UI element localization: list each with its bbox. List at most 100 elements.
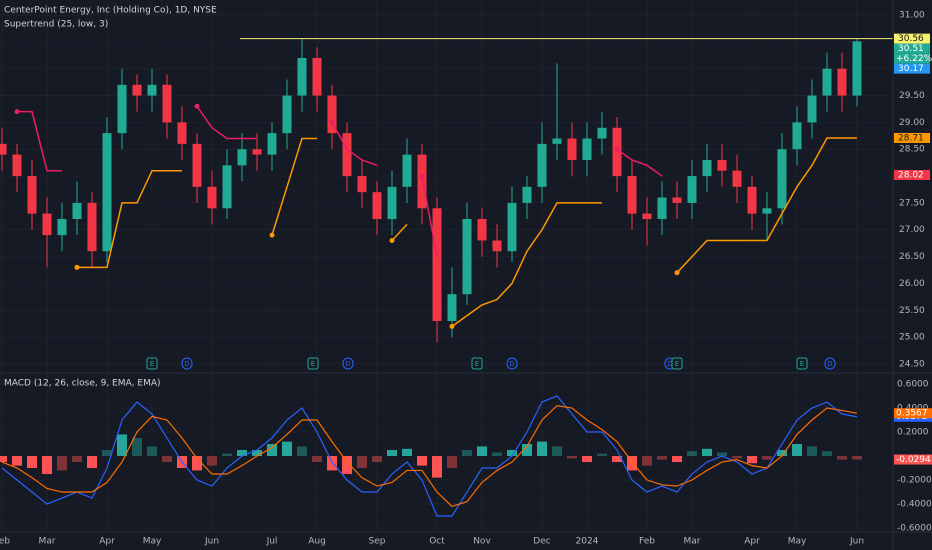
histogram-bar [402, 448, 412, 457]
histogram-bar [417, 456, 427, 466]
histogram-bar [522, 444, 532, 457]
histogram-bar [672, 456, 682, 463]
y-tick-label: 25.00 [899, 333, 925, 343]
candle-body [792, 122, 802, 150]
histogram-bar [102, 450, 112, 457]
supertrend-start [269, 232, 275, 238]
price-badge [894, 169, 930, 180]
candle-body [312, 57, 322, 96]
event-icon [342, 357, 354, 370]
event-label: D [827, 360, 832, 368]
candle-body [852, 41, 862, 96]
value-badge-label: 0.3567 [896, 409, 928, 419]
x-tick-label: Jun [849, 537, 864, 547]
supertrend-line [77, 169, 182, 269]
candle-body [252, 149, 262, 155]
histogram-bar [852, 456, 862, 460]
y-tick-label: 27.00 [899, 225, 925, 235]
candle-body [72, 202, 82, 220]
candle-body [462, 219, 472, 295]
candle-body [672, 197, 682, 203]
y-tick-label: 31.00 [899, 11, 925, 21]
supertrend-start [614, 146, 620, 152]
supertrend-start [674, 270, 680, 276]
macd-line [1, 404, 858, 508]
change-badge [894, 53, 930, 64]
histogram-bar [492, 452, 502, 457]
event-icon [181, 357, 193, 370]
macd-line [1, 395, 858, 517]
histogram-bar [477, 446, 487, 457]
candle-body [342, 133, 352, 177]
candle-body [837, 68, 847, 96]
supertrend-line [196, 105, 257, 140]
y-tick-label: 28.50 [899, 145, 925, 155]
event-icon [506, 357, 518, 370]
event-icon [796, 357, 808, 370]
event-label: E [311, 360, 315, 368]
candle-body [507, 202, 517, 252]
histogram-bar [537, 441, 547, 457]
price-badge [894, 132, 930, 143]
candle-body [702, 159, 712, 177]
candle-body [732, 170, 742, 187]
histogram-bar [147, 446, 157, 457]
y-tick-label: 0.2000 [897, 428, 929, 438]
histogram-bar [597, 453, 607, 457]
histogram-bar [747, 456, 757, 464]
grid [0, 0, 893, 532]
supertrend-start [449, 323, 455, 329]
indicator-title: Supertrend (25, low, 3) [4, 20, 108, 30]
histogram-bar [837, 456, 847, 460]
candle-body [222, 165, 232, 209]
histogram-bar [297, 446, 307, 457]
x-tick-label: Nov [473, 537, 491, 547]
supertrend-start [389, 237, 395, 243]
candle-body [357, 176, 367, 193]
histogram-bar [657, 456, 667, 460]
histogram-bar [507, 450, 517, 457]
histogram-bar [312, 456, 322, 463]
candle-body [372, 192, 382, 220]
price-badge-label: 30.17 [898, 64, 924, 74]
candle-body [477, 219, 487, 241]
candle-body [57, 219, 67, 236]
y-tick-label: -0.2000 [897, 476, 932, 486]
x-tick-label: Jul [266, 537, 278, 547]
x-tick-label: 2024 [576, 537, 599, 547]
candle-body [492, 240, 502, 252]
candle-body [87, 202, 97, 252]
y-tick-label: -0.4000 [897, 500, 932, 510]
candle-body [102, 133, 112, 252]
candle-body [552, 138, 562, 144]
x-tick-label: Jun [204, 537, 219, 547]
histogram-bar [207, 456, 217, 466]
histogram-bar [567, 456, 577, 459]
candle-body [402, 154, 412, 187]
price-badge [894, 33, 930, 44]
candle-body [237, 149, 247, 166]
histogram-bar [552, 446, 562, 457]
candle-body [807, 95, 817, 123]
candle-body [147, 84, 157, 96]
histogram-bar [192, 456, 202, 471]
event-icon [824, 357, 836, 370]
histogram-bar [777, 450, 787, 457]
value-badge-label: -0.0294 [896, 455, 931, 465]
histogram-bar [717, 452, 727, 457]
event-label: D [667, 360, 672, 368]
supertrend-line [331, 122, 378, 167]
histogram-bar [762, 456, 772, 460]
value-badge [894, 454, 932, 465]
histogram-bar [267, 444, 277, 457]
event-icon [671, 357, 683, 370]
value-badge [894, 408, 932, 419]
price-badge [894, 63, 930, 74]
supertrend-line [676, 137, 857, 274]
x-tick-label: Apr [744, 537, 760, 547]
histogram-bar [642, 456, 652, 466]
supertrend-line [451, 202, 602, 327]
histogram-bar [222, 453, 232, 457]
candle-body [132, 84, 142, 96]
